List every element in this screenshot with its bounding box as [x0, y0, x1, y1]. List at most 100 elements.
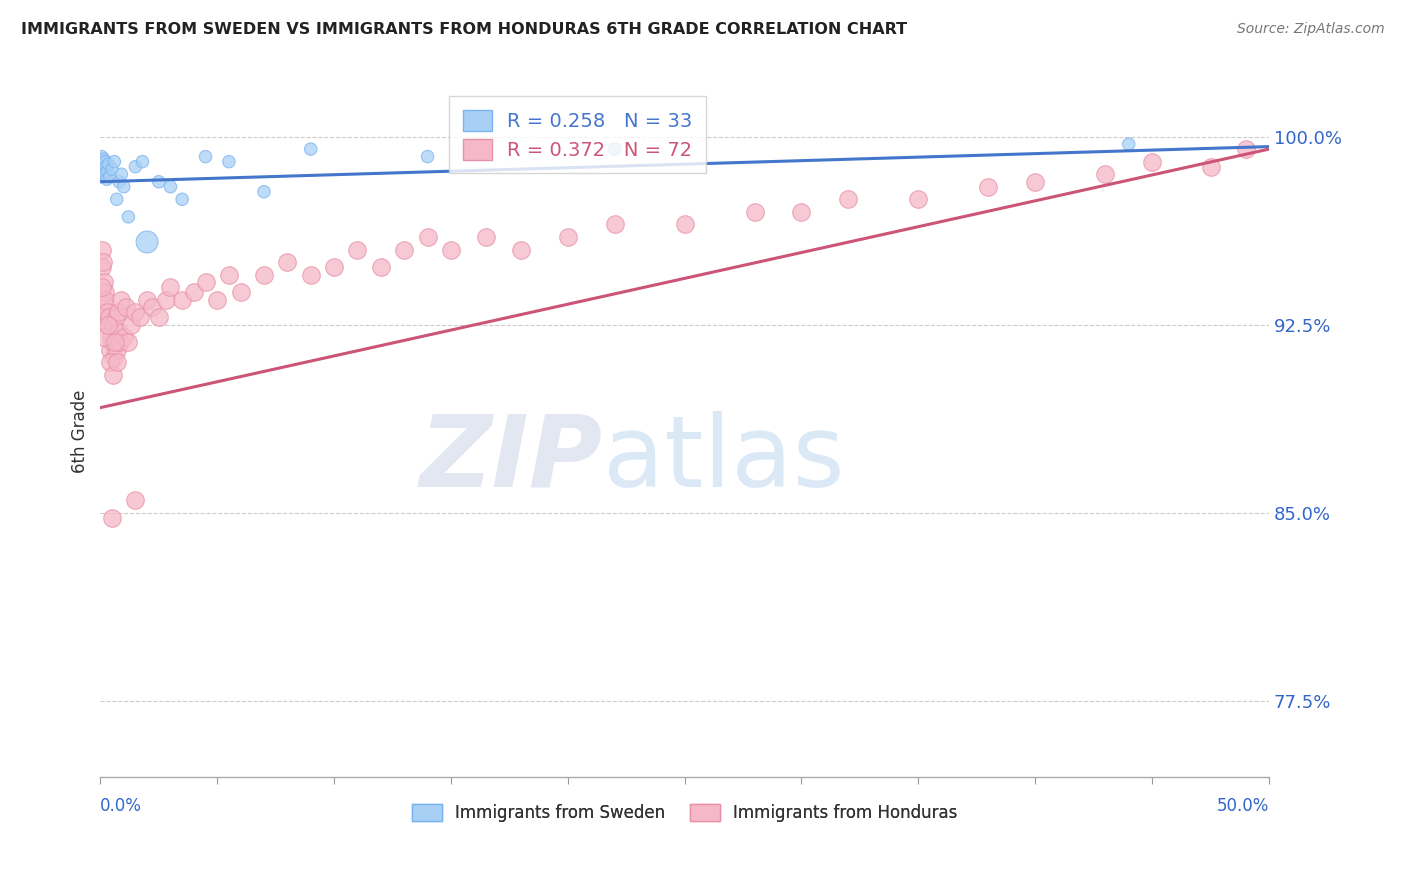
Point: [136, 235, 159, 249]
Point: [93, 152, 115, 166]
Point: [299, 268, 322, 282]
Point: [276, 255, 298, 269]
Point: [98, 343, 121, 357]
Point: [475, 230, 498, 244]
Point: [346, 243, 368, 257]
Point: [96, 305, 118, 319]
Point: [172, 192, 194, 206]
Point: [91, 260, 114, 274]
Point: [90, 243, 112, 257]
Point: [416, 230, 439, 244]
Point: [299, 142, 322, 156]
Point: [101, 511, 124, 525]
Point: [392, 243, 415, 257]
Point: [1118, 137, 1140, 152]
Point: [112, 330, 135, 344]
Point: [673, 218, 696, 232]
Point: [112, 179, 135, 194]
Point: [93, 330, 115, 344]
Point: [97, 157, 120, 171]
Point: [104, 310, 127, 325]
Point: [96, 172, 118, 186]
Point: [94, 167, 117, 181]
Point: [253, 268, 276, 282]
Point: [91, 255, 114, 269]
Point: [148, 310, 170, 325]
Point: [603, 218, 626, 232]
Point: [105, 343, 128, 357]
Text: IMMIGRANTS FROM SWEDEN VS IMMIGRANTS FROM HONDURAS 6TH GRADE CORRELATION CHART: IMMIGRANTS FROM SWEDEN VS IMMIGRANTS FRO…: [21, 22, 907, 37]
Point: [98, 169, 121, 184]
Point: [105, 355, 128, 369]
Point: [108, 326, 131, 340]
Point: [155, 293, 177, 307]
Point: [218, 154, 240, 169]
Point: [194, 275, 217, 289]
Point: [117, 210, 139, 224]
Text: 0.0%: 0.0%: [100, 797, 142, 814]
Point: [218, 268, 240, 282]
Point: [124, 160, 146, 174]
Text: ZIP: ZIP: [420, 410, 603, 508]
Point: [977, 179, 1000, 194]
Point: [101, 335, 124, 350]
Point: [120, 318, 142, 332]
Point: [1140, 154, 1163, 169]
Point: [91, 167, 114, 181]
Point: [907, 192, 929, 206]
Point: [98, 355, 121, 369]
Point: [91, 154, 114, 169]
Point: [159, 280, 181, 294]
Point: [1234, 142, 1257, 156]
Point: [416, 150, 439, 164]
Point: [205, 293, 228, 307]
Point: [100, 330, 122, 344]
Point: [172, 293, 194, 307]
Point: [97, 318, 120, 332]
Point: [108, 175, 131, 189]
Point: [1094, 167, 1116, 181]
Point: [93, 275, 115, 289]
Point: [103, 351, 125, 365]
Point: [94, 154, 117, 169]
Point: [110, 335, 132, 350]
Point: [101, 162, 124, 177]
Point: [790, 205, 813, 219]
Point: [96, 164, 118, 178]
Point: [183, 285, 205, 300]
Point: [370, 260, 392, 274]
Point: [103, 318, 125, 332]
Point: [107, 305, 129, 319]
Point: [110, 167, 132, 181]
Point: [91, 280, 114, 294]
Point: [510, 243, 533, 257]
Point: [103, 154, 125, 169]
Point: [131, 154, 153, 169]
Point: [323, 260, 346, 274]
Point: [148, 175, 170, 189]
Point: [124, 493, 146, 508]
Point: [440, 243, 463, 257]
Point: [93, 285, 115, 300]
Text: Source: ZipAtlas.com: Source: ZipAtlas.com: [1237, 22, 1385, 37]
Point: [129, 310, 152, 325]
Point: [94, 310, 117, 325]
Point: [110, 293, 132, 307]
Text: atlas: atlas: [603, 410, 845, 508]
Point: [96, 318, 118, 332]
Point: [136, 293, 159, 307]
Point: [91, 293, 114, 307]
Point: [94, 293, 117, 307]
Point: [105, 192, 128, 206]
Point: [97, 310, 120, 325]
Point: [557, 230, 579, 244]
Text: 50.0%: 50.0%: [1216, 797, 1270, 814]
Point: [90, 150, 112, 164]
Point: [253, 185, 276, 199]
Point: [93, 162, 115, 177]
Point: [104, 335, 127, 350]
Point: [1024, 175, 1046, 189]
Legend: Immigrants from Sweden, Immigrants from Honduras: Immigrants from Sweden, Immigrants from …: [404, 796, 966, 830]
Y-axis label: 6th Grade: 6th Grade: [72, 390, 89, 473]
Point: [96, 160, 118, 174]
